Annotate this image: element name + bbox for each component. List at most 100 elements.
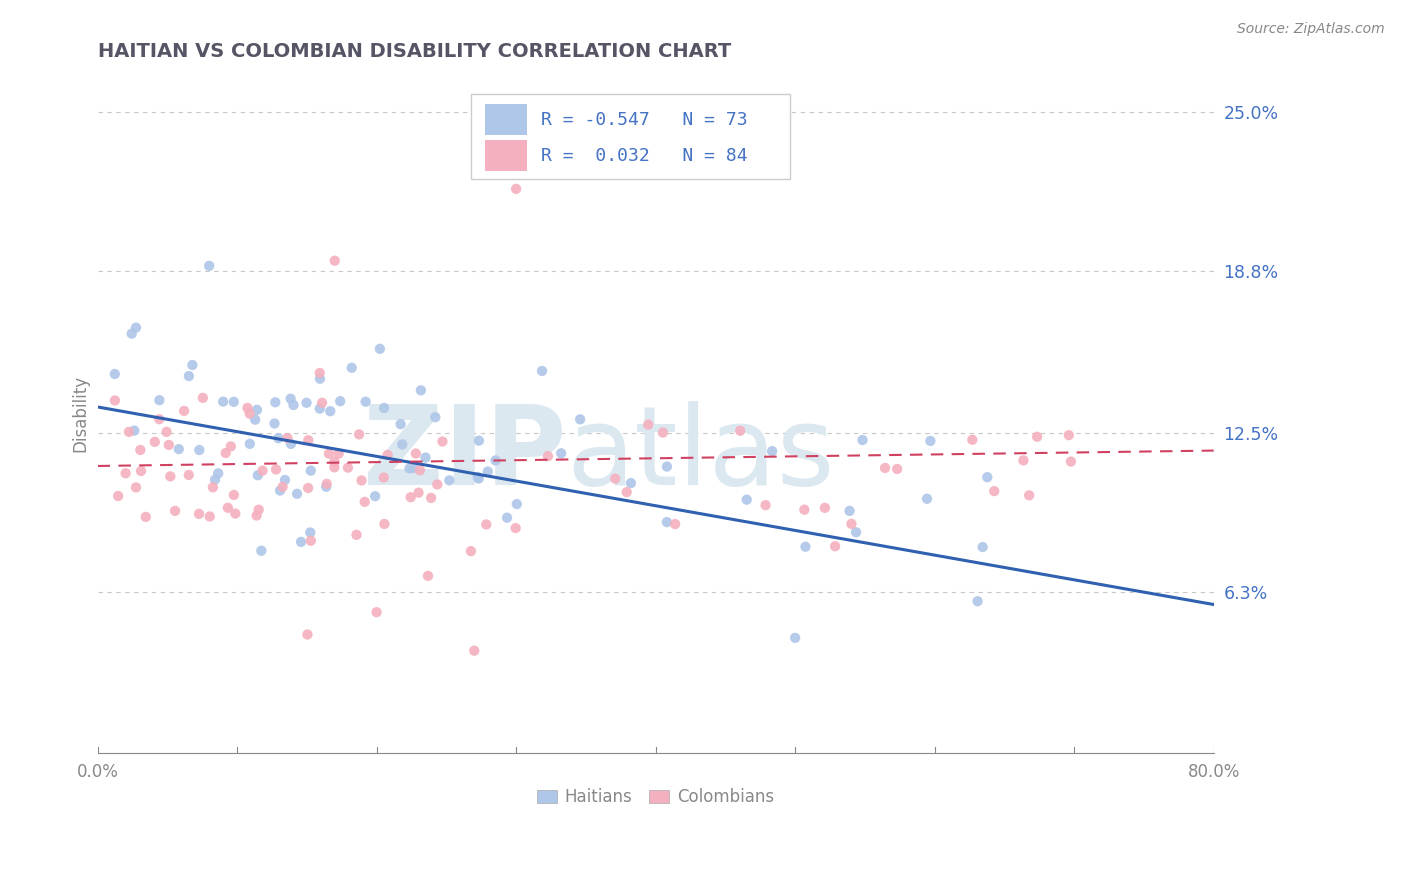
Point	[329, 394, 352, 409]
Point	[463, 643, 485, 657]
Point	[319, 404, 342, 418]
Point	[177, 369, 200, 384]
Point	[318, 447, 340, 461]
Point	[204, 473, 226, 487]
Point	[350, 474, 373, 488]
Point	[135, 509, 157, 524]
Point	[239, 407, 262, 421]
Point	[655, 459, 678, 474]
Point	[475, 517, 498, 532]
Point	[364, 489, 387, 503]
Point	[236, 401, 259, 415]
Point	[283, 398, 305, 412]
Point	[354, 394, 377, 409]
Point	[155, 425, 177, 439]
Point	[347, 427, 370, 442]
Point	[129, 464, 152, 478]
Point	[276, 431, 298, 445]
Point	[143, 434, 166, 449]
Point	[315, 476, 337, 491]
FancyBboxPatch shape	[485, 104, 527, 135]
Point	[467, 470, 489, 484]
Point	[323, 460, 346, 475]
Point	[373, 516, 395, 531]
Point	[250, 543, 273, 558]
Point	[728, 424, 751, 438]
Point	[274, 473, 297, 487]
Point	[173, 404, 195, 418]
Point	[972, 540, 994, 554]
Point	[114, 467, 136, 481]
Point	[399, 490, 422, 504]
Point	[148, 412, 170, 426]
Point	[468, 434, 491, 448]
Point	[794, 540, 817, 554]
Point	[368, 342, 391, 356]
Point	[290, 535, 312, 549]
Point	[505, 521, 527, 535]
Point	[188, 442, 211, 457]
Point	[569, 412, 592, 426]
Legend: Haitians, Colombians: Haitians, Colombians	[530, 781, 782, 813]
Point	[264, 462, 287, 476]
Point	[177, 467, 200, 482]
Point	[121, 326, 143, 341]
Point	[181, 358, 204, 372]
Point	[243, 412, 266, 426]
Point	[873, 461, 896, 475]
Point	[295, 396, 318, 410]
Point	[346, 528, 368, 542]
Point	[297, 481, 319, 495]
Point	[252, 464, 274, 478]
Text: R = -0.547   N = 73: R = -0.547 N = 73	[541, 111, 748, 128]
Point	[793, 502, 815, 516]
Point	[271, 480, 294, 494]
Point	[311, 396, 333, 410]
Point	[420, 491, 443, 505]
Point	[484, 453, 506, 467]
Point	[814, 500, 837, 515]
Point	[308, 401, 330, 416]
Point	[122, 424, 145, 438]
Point	[198, 259, 221, 273]
Point	[531, 364, 554, 378]
Point	[129, 442, 152, 457]
Point	[409, 384, 432, 398]
Point	[239, 437, 262, 451]
Point	[409, 463, 432, 477]
Point	[966, 594, 988, 608]
Text: Source: ZipAtlas.com: Source: ZipAtlas.com	[1237, 22, 1385, 37]
Text: ZIP: ZIP	[363, 401, 567, 508]
Point	[280, 437, 302, 451]
Point	[297, 627, 319, 641]
Point	[505, 182, 527, 196]
Point	[655, 515, 678, 529]
Point	[761, 444, 783, 458]
Point	[222, 395, 245, 409]
Point	[838, 504, 860, 518]
Point	[167, 442, 190, 457]
Point	[309, 372, 332, 386]
Point	[267, 431, 290, 445]
Point	[201, 480, 224, 494]
Point	[377, 448, 399, 462]
Point	[391, 437, 413, 451]
Point	[323, 454, 346, 468]
Point	[915, 491, 938, 506]
Point	[467, 471, 489, 485]
Point	[1018, 488, 1040, 502]
Point	[1012, 453, 1035, 467]
Point	[506, 497, 529, 511]
Point	[620, 476, 643, 491]
Point	[328, 447, 350, 461]
Point	[983, 484, 1005, 499]
Point	[212, 394, 235, 409]
Point	[389, 417, 412, 432]
Point	[353, 495, 375, 509]
Point	[537, 449, 560, 463]
Point	[246, 468, 269, 483]
FancyBboxPatch shape	[485, 140, 527, 170]
Point	[104, 367, 127, 381]
Point	[219, 439, 242, 453]
Point	[920, 434, 942, 448]
